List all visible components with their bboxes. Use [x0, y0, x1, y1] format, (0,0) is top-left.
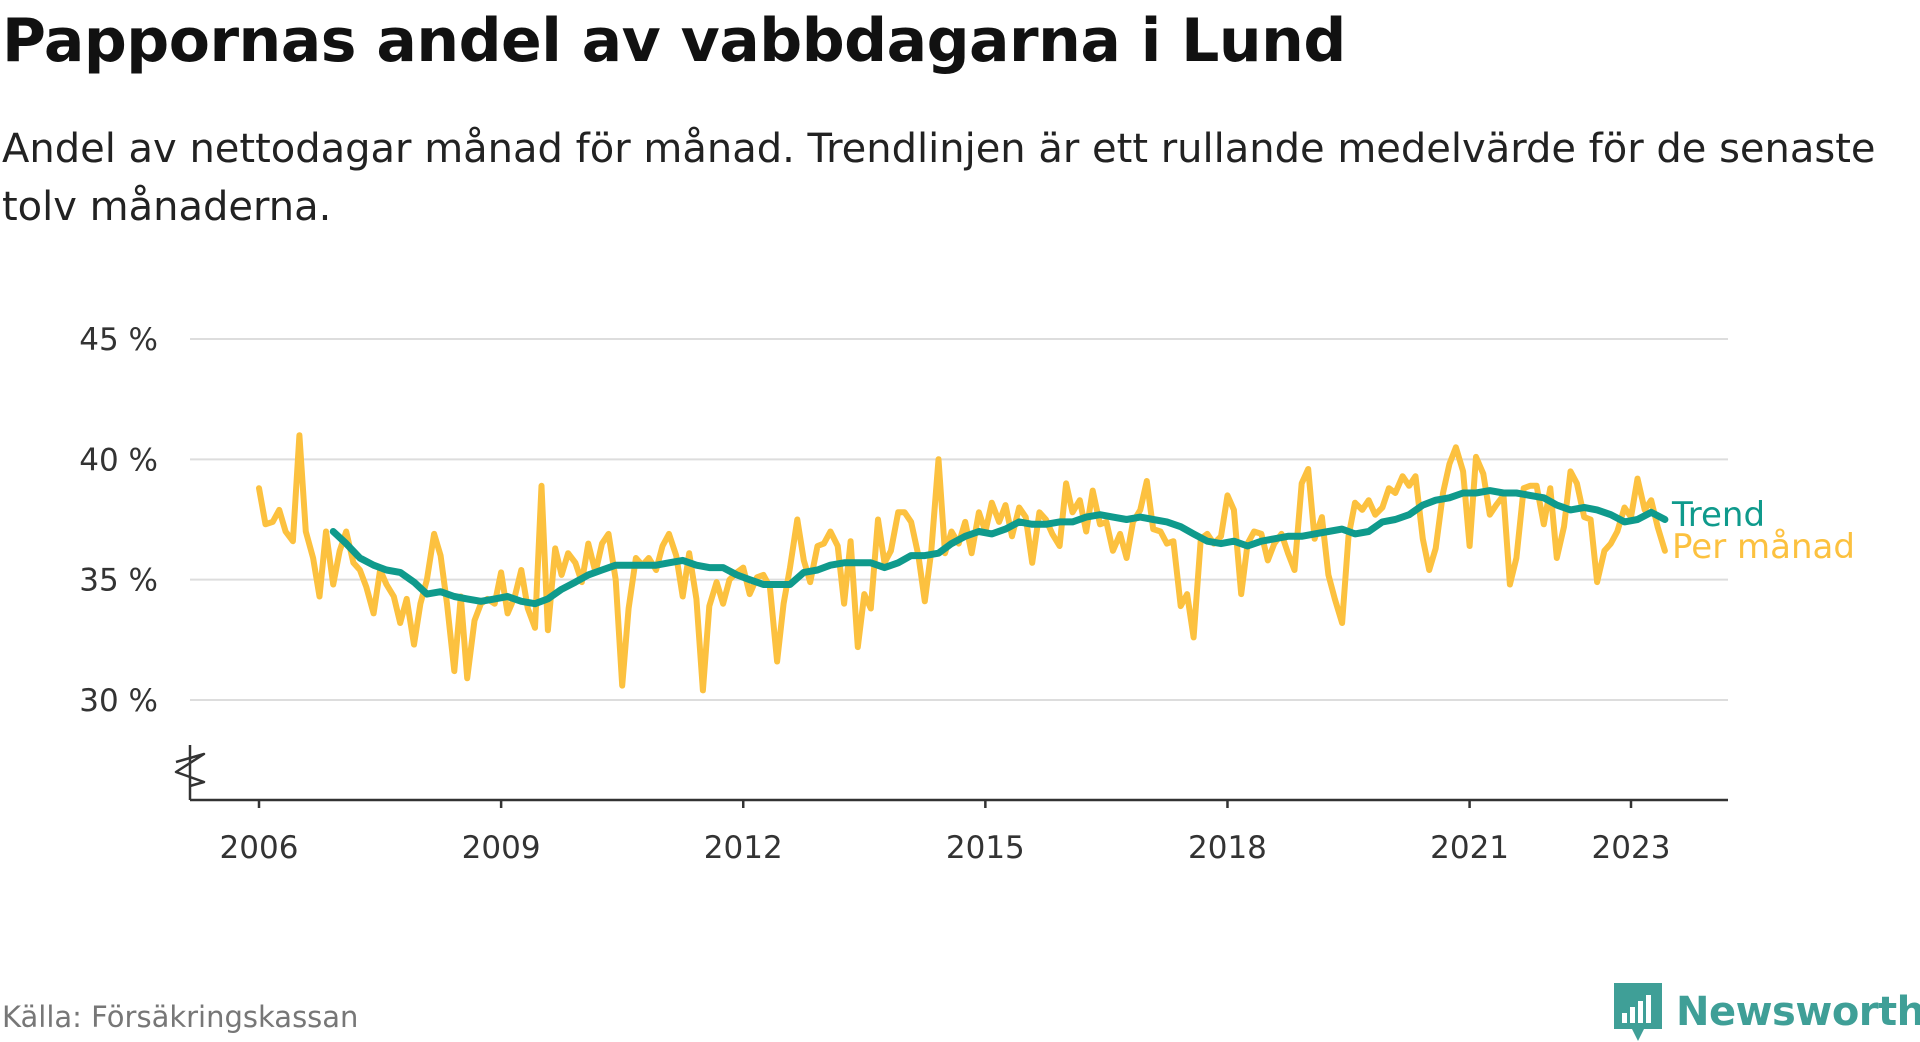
x-tick-label: 2023 — [1592, 830, 1671, 866]
series-lines — [256, 432, 1669, 694]
bar-chart-logo-icon — [1614, 983, 1662, 1041]
y-tick-label: 45 % — [79, 322, 158, 358]
gridlines — [190, 338, 1728, 701]
brand-logo: Newsworthy — [1614, 982, 1920, 1042]
chart-title: Pappornas andel av vabbdagarna i Lund — [2, 6, 1346, 76]
y-tick-label: 30 % — [79, 683, 158, 719]
brand-name: Newsworthy — [1676, 989, 1920, 1035]
x-tick-label: 2018 — [1188, 830, 1267, 866]
x-tick-label: 2012 — [704, 830, 783, 866]
line-chart: 30 % 35 % 40 % 45 % 2006 2009 2012 2015 2018 202… — [79, 322, 1855, 866]
x-tick-label: 2021 — [1430, 830, 1509, 866]
series-label-per-manad: Per månad — [1672, 527, 1855, 567]
source-note: Källa: Försäkringskassan — [2, 1000, 359, 1034]
axes — [174, 745, 1728, 802]
x-tick-label: 2009 — [462, 830, 541, 866]
series-label-trend: Trend — [1671, 495, 1765, 535]
y-tick-label: 35 % — [79, 563, 158, 599]
chart-subtitle: Andel av nettodagar månad för månad. Tre… — [2, 126, 1876, 230]
y-tick-label: 40 % — [79, 442, 158, 478]
series-line-trend — [329, 487, 1669, 608]
series-line-per-manad — [256, 432, 1668, 694]
x-tick-label: 2006 — [220, 830, 299, 866]
y-axis-ticks: 30 % 35 % 40 % 45 % — [79, 322, 158, 719]
x-tick-label: 2015 — [946, 830, 1025, 866]
axis-break-icon — [174, 752, 206, 788]
x-axis-ticks: 2006 2009 2012 2015 2018 2021 2023 — [220, 800, 1671, 866]
